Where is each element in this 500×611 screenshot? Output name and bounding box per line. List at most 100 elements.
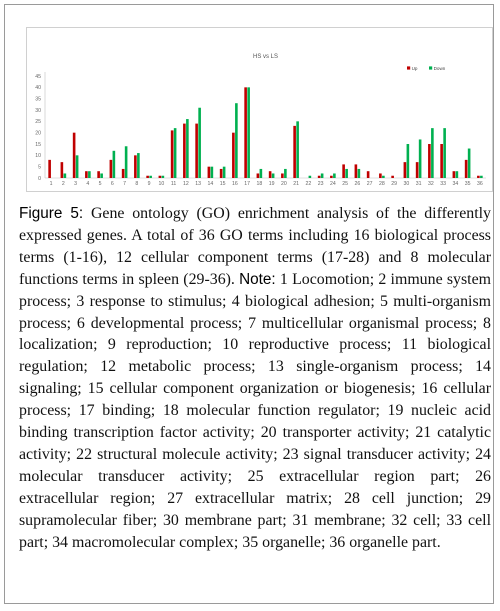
bar-down-23: [320, 173, 324, 178]
x-tick-label: 2: [62, 181, 65, 187]
bar-down-9: [149, 175, 152, 178]
x-tick-label: 36: [477, 181, 483, 187]
x-tick-label: 28: [379, 181, 385, 187]
bar-up-15: [219, 168, 223, 178]
x-tick-label: 21: [293, 181, 299, 187]
x-tick-label: 14: [207, 181, 213, 187]
bar-up-16: [232, 132, 235, 178]
bar-up-12: [183, 123, 186, 178]
bar-down-20: [284, 168, 287, 178]
bar-up-3: [72, 132, 76, 178]
x-tick-label: 17: [244, 181, 250, 187]
bar-up-31: [415, 162, 419, 178]
bar-down-12: [186, 119, 189, 178]
bar-up-17: [244, 87, 247, 178]
bar-down-6: [112, 150, 116, 178]
legend-label-down: Down: [434, 66, 446, 71]
bar-up-1: [48, 159, 51, 178]
bar-up-29: [391, 175, 394, 178]
x-tick-label: 13: [195, 181, 201, 187]
bar-up-35: [464, 159, 468, 178]
x-tick-label: 11: [171, 181, 176, 187]
figure-label: Figure 5:: [19, 205, 84, 222]
x-tick-label: 29: [391, 181, 397, 187]
x-tick-label: 22: [305, 181, 311, 187]
x-tick-label: 20: [281, 181, 287, 187]
bar-down-13: [198, 107, 201, 178]
x-tick-label: 8: [135, 181, 138, 187]
bar-down-26: [357, 168, 361, 178]
bar-down-19: [271, 173, 275, 178]
x-tick-label: 4: [86, 181, 89, 187]
x-tick-label: 35: [465, 181, 471, 187]
y-tick-label: 5: [38, 164, 41, 170]
bar-up-18: [256, 173, 260, 178]
legend-swatch-down: [429, 66, 433, 70]
bar-down-11: [173, 128, 177, 178]
bar-down-25: [345, 168, 348, 178]
bar-up-26: [354, 164, 358, 178]
bar-up-33: [440, 144, 443, 178]
bar-up-2: [60, 162, 64, 178]
x-tick-label: 6: [111, 181, 114, 187]
x-tick-label: 31: [416, 181, 422, 187]
legend-swatch-up: [407, 66, 411, 70]
bar-down-3: [75, 155, 79, 178]
bar-up-24: [330, 175, 333, 178]
bar-up-20: [281, 173, 284, 178]
bar-down-36: [480, 175, 483, 178]
bar-down-8: [137, 153, 140, 178]
y-tick-label: 35: [35, 96, 41, 102]
bar-up-30: [403, 162, 407, 178]
bar-up-4: [85, 171, 88, 178]
figure-caption: Figure 5: Gene ontology (GO) enrichment …: [19, 203, 491, 554]
x-tick-label: 5: [99, 181, 102, 187]
x-tick-label: 24: [330, 181, 336, 187]
bar-up-11: [170, 130, 174, 178]
caption-text: Gene ontology (GO) enrichment analysis o…: [19, 205, 491, 288]
x-tick-label: 32: [428, 181, 434, 187]
bar-up-6: [109, 159, 113, 178]
x-tick-label: 25: [342, 181, 348, 187]
x-tick-label: 15: [220, 181, 226, 187]
x-tick-label: 27: [367, 181, 373, 187]
bar-up-23: [317, 175, 321, 178]
bar-down-18: [259, 168, 263, 178]
bar-down-31: [418, 139, 422, 178]
x-tick-label: 34: [452, 181, 458, 187]
x-tick-label: 33: [440, 181, 446, 187]
bar-up-28: [379, 173, 382, 178]
bar-down-32: [431, 128, 434, 178]
x-tick-label: 12: [183, 181, 189, 187]
bar-up-27: [366, 171, 370, 178]
x-tick-label: 9: [148, 181, 151, 187]
bar-up-25: [342, 164, 345, 178]
bar-up-7: [121, 168, 125, 178]
x-tick-label: 19: [269, 181, 275, 187]
x-tick-label: 26: [354, 181, 360, 187]
bar-up-13: [195, 123, 198, 178]
bar-down-17: [247, 87, 250, 178]
y-tick-label: 40: [35, 85, 41, 91]
bar-down-5: [100, 173, 103, 178]
bar-up-8: [134, 155, 137, 178]
x-tick-label: 10: [158, 181, 164, 187]
chart-title: HS vs LS: [253, 54, 278, 60]
bar-down-14: [210, 166, 214, 178]
x-tick-label: 18: [256, 181, 262, 187]
bar-down-16: [235, 103, 238, 178]
bar-up-21: [293, 125, 296, 178]
bar-down-30: [406, 144, 410, 178]
bar-up-5: [97, 171, 100, 178]
bar-down-4: [88, 171, 91, 178]
y-tick-label: 25: [35, 119, 41, 125]
bar-down-22: [308, 175, 312, 178]
bar-up-9: [146, 175, 149, 178]
figure-frame: HS vs LS 0 5 10 15 20 25 30 35 40 45 1 2 3 4 5 6 7 8 9 10 11 1…: [4, 4, 494, 604]
x-tick-label: 23: [318, 181, 324, 187]
x-tick-label: 16: [232, 181, 238, 187]
note-label: Note:: [239, 270, 276, 288]
note-text: 1 Locomotion; 2 immune system process; 3…: [19, 270, 491, 551]
y-tick-label: 0: [38, 176, 41, 182]
